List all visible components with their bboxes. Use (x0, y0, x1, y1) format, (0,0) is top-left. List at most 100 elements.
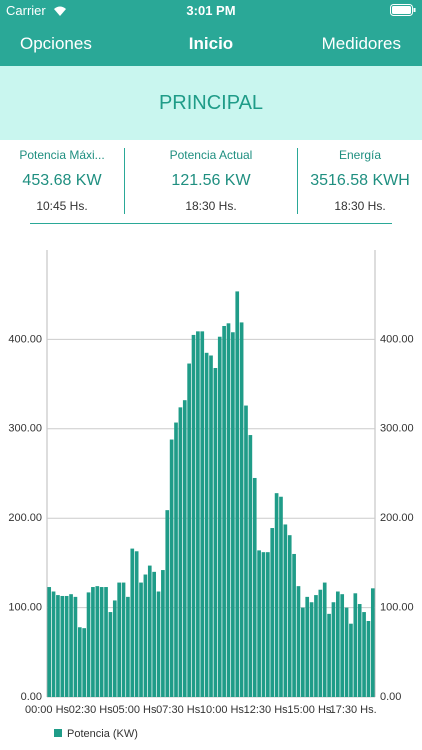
bar (147, 565, 152, 697)
chart: 0.00 0.00 100.00 100.00 200.00 200.00 300.00 30… (8, 250, 414, 740)
wifi-icon (54, 6, 66, 16)
stat-time: 10:45 Hs. (36, 199, 88, 213)
bar (252, 477, 257, 697)
bar (270, 528, 275, 697)
bar (161, 570, 165, 697)
bar (130, 548, 135, 697)
legend-swatch (54, 729, 62, 737)
stat-label: Potencia Actual (169, 148, 253, 162)
bar (226, 323, 231, 697)
bar (217, 336, 222, 697)
x-tick-label: 17:30 Hs. (330, 704, 377, 716)
bar (182, 400, 187, 697)
stat-label: Potencia Máxi... (19, 148, 105, 162)
bar (134, 551, 139, 697)
bar (222, 325, 226, 697)
bar (139, 582, 143, 697)
bar (335, 591, 340, 697)
bar (279, 496, 283, 697)
bar (292, 553, 296, 697)
bar (318, 589, 323, 697)
bar (362, 612, 366, 697)
stat-value: 3516.58 KWH (310, 172, 410, 189)
bar (191, 334, 196, 697)
y-tick-label: 400.00 (8, 333, 42, 345)
bar (187, 363, 191, 697)
stat-label: Energía (338, 148, 382, 162)
bar (296, 586, 301, 697)
bar (117, 582, 121, 697)
x-tick-label: 00:00 Hs (25, 704, 70, 716)
bar (82, 628, 87, 697)
bar (213, 368, 218, 697)
bar (99, 587, 104, 697)
bar (322, 582, 327, 697)
bar (73, 596, 78, 697)
banner: PRINCIPAL (0, 66, 422, 140)
bar (156, 591, 161, 697)
meters-button[interactable]: Medidores (321, 34, 401, 53)
bar (60, 595, 65, 697)
divider (297, 148, 298, 214)
divider (124, 148, 125, 214)
y2-tick-label: 400.00 (380, 333, 414, 345)
options-button[interactable]: Opciones (20, 34, 92, 53)
bar (143, 574, 148, 697)
x-tick-label: 10:00 Hs (200, 704, 245, 716)
carrier: Carrier (6, 3, 46, 18)
bar (327, 613, 331, 697)
y2-tick-label: 200.00 (380, 512, 414, 524)
stat-time: 18:30 Hs. (334, 199, 386, 213)
bar (69, 594, 73, 697)
clock: 3:01 PM (186, 3, 236, 18)
stat-time: 18:30 Hs. (185, 199, 237, 213)
bar (287, 535, 292, 697)
bar (104, 587, 108, 697)
x-tick-label: 15:00 Hs (287, 704, 332, 716)
bar (91, 587, 95, 697)
bar (95, 586, 100, 697)
bar (112, 600, 117, 697)
bar (165, 510, 170, 697)
bar (248, 435, 253, 697)
bar (266, 552, 270, 697)
bar (152, 571, 156, 697)
y-tick-label: 200.00 (8, 512, 42, 524)
bar (257, 550, 261, 697)
bar (344, 607, 349, 697)
bar (174, 422, 178, 697)
bar (366, 621, 371, 697)
bar (209, 355, 213, 697)
stat-value: 121.56 KW (171, 172, 251, 189)
bar (261, 552, 266, 697)
bar (51, 591, 56, 697)
x-tick-label: 07:30 Hs (156, 704, 201, 716)
bar (235, 291, 240, 697)
stat-value: 453.68 KW (22, 172, 102, 189)
x-tick-label: 12:30 Hs (244, 704, 289, 716)
bar (357, 604, 362, 697)
stat-energy: Energía 3516.58 KWH 18:30 Hs. (298, 146, 422, 216)
bar (126, 596, 130, 697)
x-tick-label: 05:00 Hs (112, 704, 157, 716)
bar (301, 607, 305, 697)
bar (77, 627, 82, 697)
stat-current: Potencia Actual 121.56 KW 18:30 Hs. (125, 146, 297, 216)
bar (178, 407, 183, 697)
bar (86, 592, 91, 697)
bar (108, 612, 113, 697)
bar (200, 331, 205, 697)
bar (309, 602, 314, 697)
bar (370, 588, 375, 697)
bar (121, 582, 126, 697)
y-tick-label: 0.00 (21, 691, 42, 703)
bar (204, 352, 209, 697)
bar (274, 493, 279, 697)
bar (314, 595, 318, 697)
bar (196, 331, 200, 697)
bar (64, 595, 69, 697)
stat-max: Potencia Máxi... 453.68 KW 10:45 Hs. (0, 146, 124, 216)
bar (47, 587, 52, 697)
y2-tick-label: 0.00 (380, 691, 401, 703)
